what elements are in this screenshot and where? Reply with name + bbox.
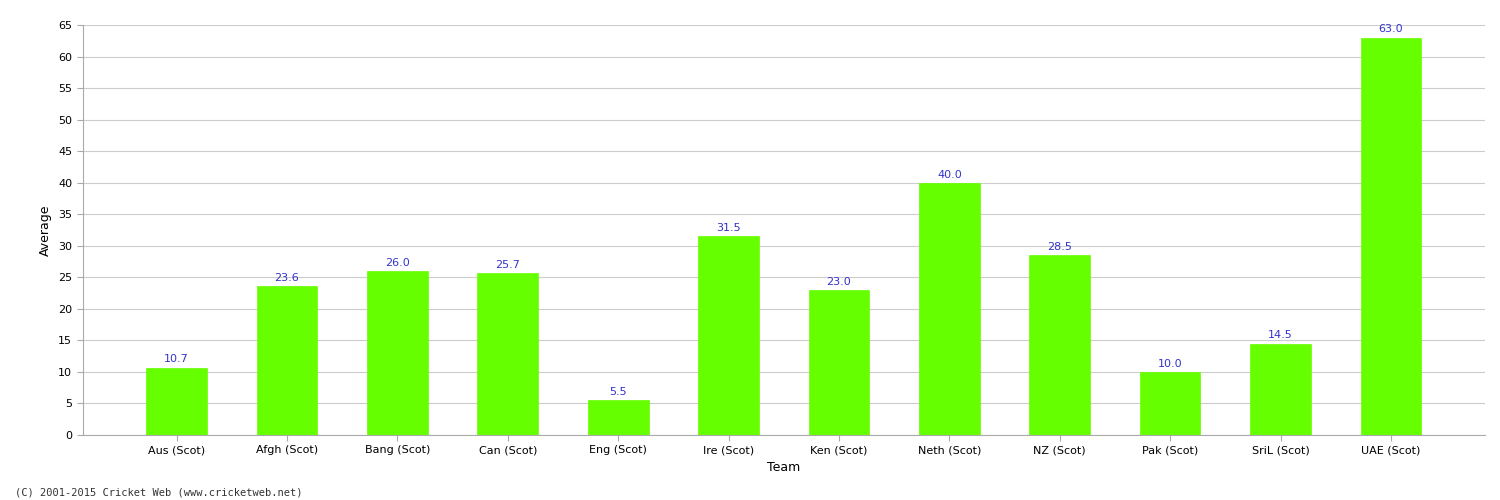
Text: 14.5: 14.5 [1268,330,1293,340]
Bar [368,271,428,435]
Bar [698,236,759,435]
Bar [920,182,980,435]
Text: 26.0: 26.0 [386,258,410,268]
Text: (C) 2001-2015 Cricket Web (www.cricketweb.net): (C) 2001-2015 Cricket Web (www.cricketwe… [15,488,303,498]
Y-axis label: Average: Average [39,204,53,256]
Bar [477,273,538,435]
Text: 28.5: 28.5 [1047,242,1072,252]
Text: 10.0: 10.0 [1158,359,1182,369]
Bar [1250,344,1311,435]
Text: 23.6: 23.6 [274,273,300,283]
Bar [256,286,318,435]
Text: 31.5: 31.5 [716,223,741,233]
Text: 10.7: 10.7 [164,354,189,364]
X-axis label: Team: Team [766,461,801,474]
Text: 23.0: 23.0 [827,277,852,287]
Bar [588,400,648,435]
Bar [1360,38,1422,435]
Bar [1029,255,1090,435]
Bar [1140,372,1200,435]
Text: 63.0: 63.0 [1378,24,1402,34]
Bar [808,290,870,435]
Bar [147,368,207,435]
Text: 5.5: 5.5 [609,387,627,397]
Text: 40.0: 40.0 [938,170,962,179]
Text: 25.7: 25.7 [495,260,520,270]
